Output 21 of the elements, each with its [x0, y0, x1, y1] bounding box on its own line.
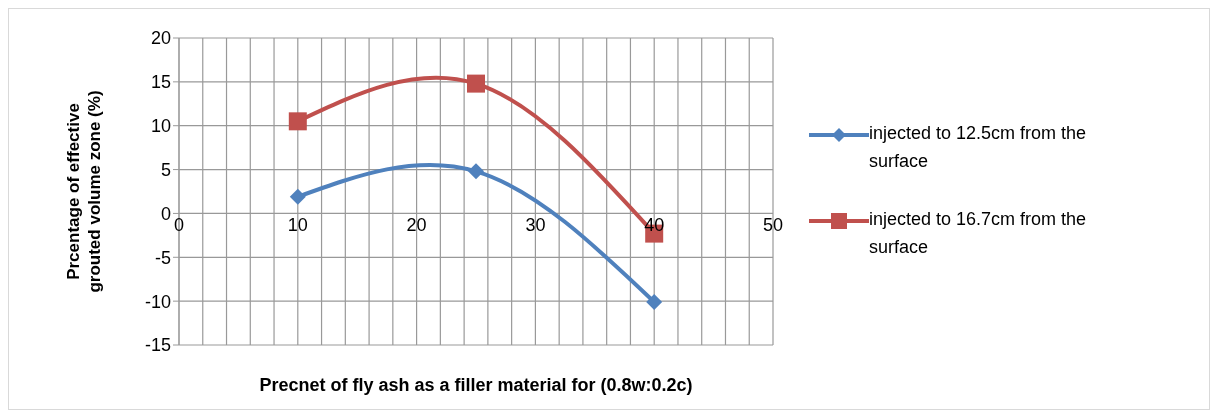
x-tick-label: 30: [525, 215, 546, 236]
y-tick-label: -5: [154, 247, 171, 268]
point: [468, 163, 484, 180]
y-tick-label: 20: [150, 28, 171, 49]
x-axis-title: Precnet of fly ash as a filler material for (0.8w:0.2c): [259, 375, 693, 395]
point: [646, 294, 663, 311]
x-tick-label: 50: [762, 215, 784, 236]
y-tick-label: 10: [150, 116, 171, 137]
y-tick-label: -15: [144, 335, 171, 356]
point: [288, 112, 307, 131]
y-axis-title: Prcentage of effective grouted volume zone (%): [64, 90, 104, 293]
y-tick-label: 15: [150, 72, 171, 93]
legend-label: injected to 16.7cm from the surface: [869, 208, 1088, 259]
x-tick-label: 0: [173, 215, 185, 236]
point: [467, 74, 485, 93]
x-tick-label: 20: [406, 215, 427, 236]
point: [289, 188, 306, 205]
legend-label: injected to 12.5cm from the surface: [869, 122, 1088, 173]
y-tick-label: -10: [144, 291, 171, 312]
y-tick-label: 5: [160, 159, 171, 180]
x-tick-label: 10: [287, 215, 308, 236]
